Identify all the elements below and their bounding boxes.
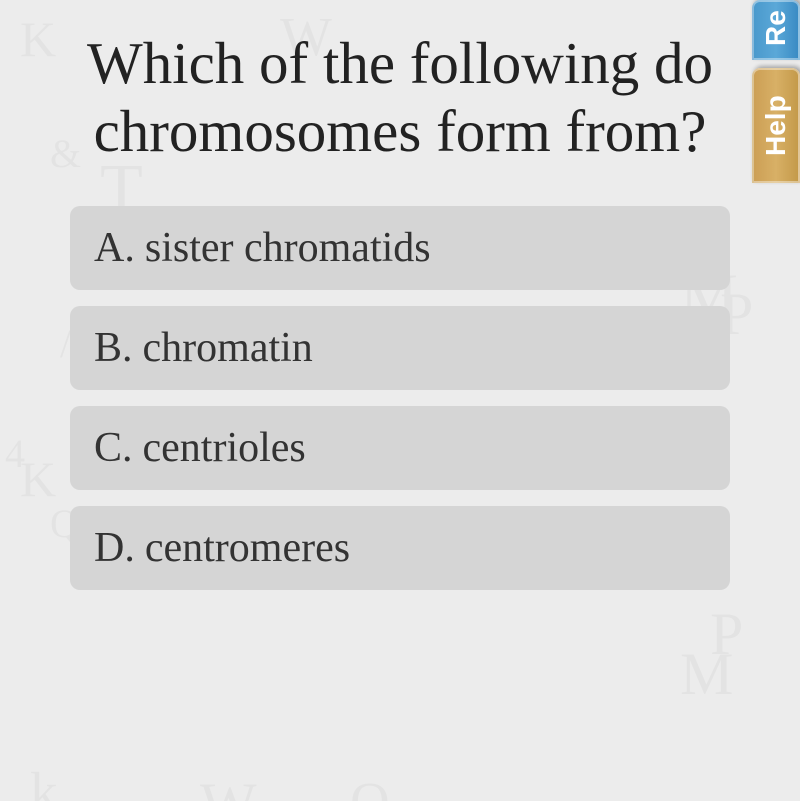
- answer-text: chromatin: [143, 325, 313, 371]
- answer-option-c[interactable]: C.centrioles: [70, 406, 730, 490]
- answers-list: A.sister chromatids B.chromatin C.centri…: [70, 206, 730, 590]
- answer-letter: D.: [94, 525, 135, 571]
- results-tab-label: Re: [760, 10, 791, 46]
- quiz-content: Which of the following do chromosomes fo…: [0, 0, 800, 590]
- answer-text: centromeres: [145, 525, 350, 571]
- help-tab[interactable]: Help: [752, 68, 800, 183]
- answer-letter: C.: [94, 425, 133, 471]
- question-text: Which of the following do chromosomes fo…: [70, 30, 730, 166]
- answer-text: centrioles: [143, 425, 306, 471]
- answer-option-d[interactable]: D.centromeres: [70, 506, 730, 590]
- side-tabs-container: Re Help: [752, 0, 800, 191]
- results-tab[interactable]: Re: [752, 0, 800, 60]
- help-tab-label: Help: [760, 95, 791, 156]
- answer-letter: B.: [94, 325, 133, 371]
- answer-option-b[interactable]: B.chromatin: [70, 306, 730, 390]
- answer-text: sister chromatids: [145, 225, 431, 271]
- answer-option-a[interactable]: A.sister chromatids: [70, 206, 730, 290]
- answer-letter: A.: [94, 225, 135, 271]
